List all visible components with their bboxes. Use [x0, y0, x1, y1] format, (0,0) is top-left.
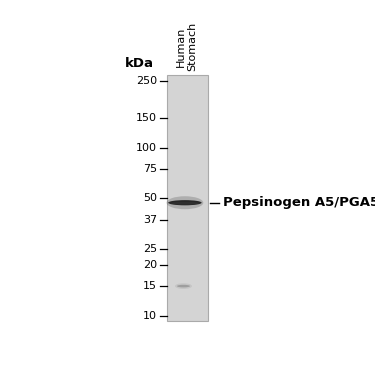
- Ellipse shape: [171, 202, 199, 205]
- Text: 10: 10: [143, 311, 158, 321]
- Bar: [168, 75, 208, 321]
- Text: 37: 37: [143, 215, 158, 225]
- Text: 50: 50: [143, 193, 158, 203]
- Ellipse shape: [168, 200, 202, 206]
- Text: 20: 20: [143, 260, 158, 270]
- Text: 15: 15: [143, 281, 158, 291]
- Ellipse shape: [177, 285, 190, 287]
- Ellipse shape: [166, 196, 203, 209]
- Text: 75: 75: [143, 164, 158, 174]
- Text: 100: 100: [136, 142, 158, 153]
- Text: Human
Stomach: Human Stomach: [176, 22, 197, 71]
- Text: 150: 150: [136, 113, 158, 123]
- Text: 250: 250: [136, 76, 158, 86]
- Ellipse shape: [175, 283, 192, 289]
- Text: Pepsinogen A5/PGA5: Pepsinogen A5/PGA5: [223, 196, 375, 209]
- Text: 25: 25: [143, 244, 158, 254]
- Text: kDa: kDa: [125, 57, 154, 70]
